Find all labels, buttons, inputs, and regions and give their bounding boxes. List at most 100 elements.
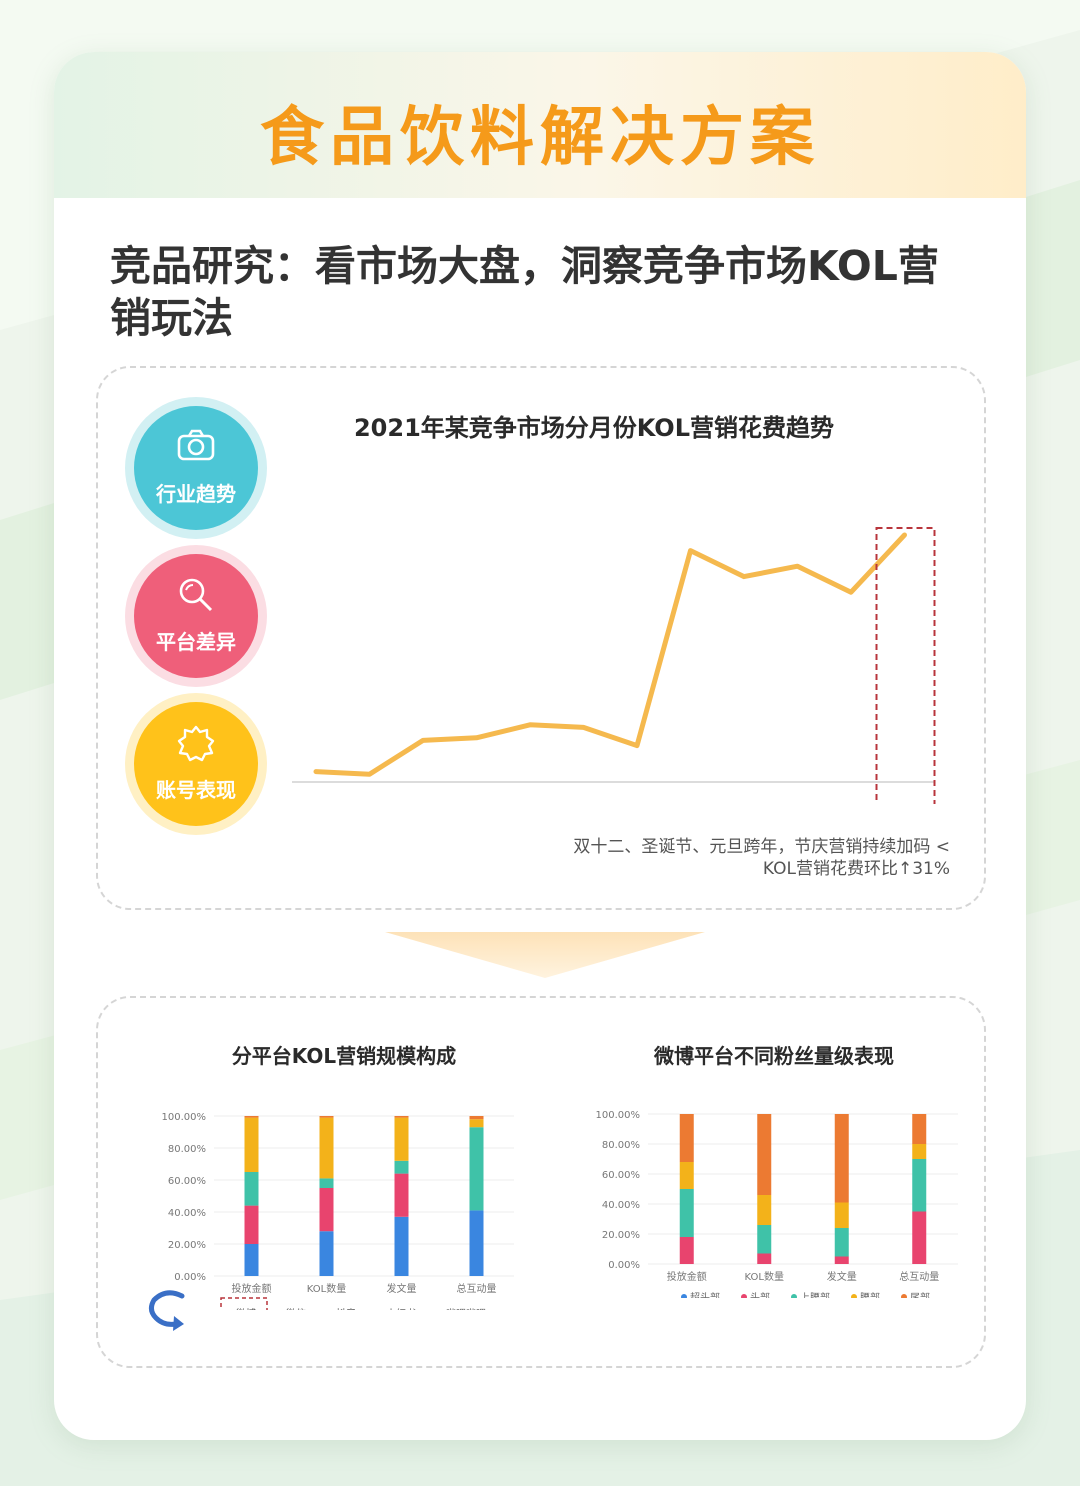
trend-annotation-1: 双十二、圣诞节、元旦跨年，节庆营销持续加码 < (573, 837, 950, 857)
weibo-stacked-bar-chart: 0.00% 20.00% 40.00% 60.00% 80.00% 100.00% 投放金额… (596, 1110, 958, 1298)
x-category-label: 发文量 (827, 1270, 857, 1283)
x-tick-label: 4 (470, 801, 482, 804)
bar-segment (469, 1210, 484, 1276)
y-tick-label: 40.00% (602, 1200, 640, 1211)
x-tick-label: 9 (738, 801, 750, 804)
platform-stacked-bar-chart: 0.00% 20.00% 40.00% 60.00% 80.00% 100.00% 投放金额… (162, 1112, 514, 1310)
x-category-label: 总互动量 (457, 1282, 497, 1295)
bubble-label: 行业趋势 (156, 482, 236, 506)
trend-annotation-2: KOL营销花费环比↑31% (762, 859, 950, 879)
bar-segment (469, 1116, 484, 1120)
y-tick-label: 0.00% (608, 1260, 640, 1271)
x-category-label: KOL数量 (745, 1270, 784, 1283)
y-tick-label: 80.00% (168, 1144, 206, 1155)
bubble-label: 平台差异 (156, 630, 236, 654)
loop-arrow-icon (148, 1290, 185, 1331)
bar-segment (469, 1127, 484, 1211)
y-tick-label: 80.00% (602, 1140, 640, 1151)
platform-chart-title: 分平台KOL营销规模构成 (231, 1044, 457, 1068)
x-tick-label: 8 (684, 801, 696, 804)
y-tick-label: 60.00% (168, 1176, 206, 1187)
y-tick-label: 20.00% (602, 1230, 640, 1241)
x-tick-label: 7 (631, 801, 643, 804)
highlight-box (875, 527, 936, 804)
line-chart: 123456789101112 (292, 527, 936, 804)
main-card: 食品饮料解决方案 竞品研究：看市场大盘，洞察竞争市场KOL营销玩法 行业趋势 平… (54, 52, 1026, 1440)
magnifier-icon (179, 578, 213, 612)
section-title: 竞品研究：看市场大盘，洞察竞争市场KOL营销玩法 (110, 242, 939, 342)
bar-segment (394, 1116, 409, 1118)
down-arrow-icon (385, 932, 705, 978)
x-tick-label: 11 (839, 801, 863, 804)
bar-segment (244, 1116, 259, 1118)
header-band (54, 52, 1026, 198)
page-title: 食品饮料解决方案 (260, 101, 820, 175)
gear-icon (177, 725, 215, 762)
x-category-label: 发文量 (387, 1282, 417, 1295)
bar-segment (912, 1159, 927, 1212)
bar-segment (244, 1205, 259, 1244)
x-tick-label: 3 (417, 801, 429, 804)
y-tick-label: 0.00% (174, 1272, 206, 1283)
legend-label: 上腰部 (800, 1291, 830, 1298)
y-tick-label: 20.00% (168, 1240, 206, 1251)
bar-segment (834, 1114, 849, 1203)
legend-label: 抖音 (336, 1307, 356, 1310)
bubble-platform-diff[interactable]: 平台差异 (134, 554, 258, 678)
legend-marker (791, 1294, 797, 1298)
bar-segment (394, 1117, 409, 1161)
x-category-label: 总互动量 (899, 1270, 939, 1283)
x-tick-label: 2 (363, 801, 375, 804)
bar-segment (834, 1202, 849, 1228)
x-tick-label: 10 (785, 801, 809, 804)
bubble-industry-trend[interactable]: 行业趋势 (134, 406, 258, 530)
bar-segment (469, 1119, 484, 1128)
bar-segment (679, 1237, 694, 1264)
bar-segment (244, 1117, 259, 1172)
legend-label: 微信 (286, 1307, 306, 1310)
bar-segment (319, 1117, 334, 1179)
x-tick-label: 12 (892, 801, 916, 804)
bar-segment (757, 1253, 772, 1264)
legend-highlight-box (220, 1297, 268, 1310)
bar-segment (679, 1114, 694, 1162)
bar-segment (394, 1216, 409, 1276)
bar-segment (394, 1173, 409, 1217)
legend-marker (681, 1294, 687, 1298)
legend-marker (851, 1294, 857, 1298)
bar-segment (757, 1195, 772, 1225)
x-tick-label: 1 (310, 801, 322, 804)
bubble-account-performance[interactable]: 账号表现 (134, 702, 258, 826)
line-chart-title: 2021年某竞争市场分月份KOL营销花费趋势 (353, 414, 834, 442)
bar-segment (319, 1116, 334, 1118)
trend-line (313, 532, 907, 777)
bar-segment (834, 1228, 849, 1257)
bar-segment (319, 1178, 334, 1188)
bar-segment (679, 1162, 694, 1189)
y-tick-label: 40.00% (168, 1208, 206, 1219)
x-category-label: 投放金额 (232, 1282, 272, 1295)
legend-label: 哔哩哔哩 (446, 1307, 486, 1310)
legend-label: 腰部 (860, 1291, 880, 1298)
x-tick-label: 5 (524, 801, 536, 804)
legend-marker (741, 1294, 747, 1298)
bar-segment (912, 1114, 927, 1144)
legend-label: 微博 (236, 1307, 256, 1310)
bar-segment (757, 1225, 772, 1254)
legend-marker (901, 1294, 907, 1298)
legend-label: 头部 (750, 1291, 770, 1298)
camera-icon (177, 429, 215, 461)
bar-segment (757, 1114, 772, 1195)
bar-segment (244, 1244, 259, 1276)
bar-segment (834, 1256, 849, 1264)
bar-segment (319, 1188, 334, 1232)
y-tick-label: 60.00% (602, 1170, 640, 1181)
bubble-label: 账号表现 (156, 778, 236, 802)
bar-segment (912, 1144, 927, 1159)
bar-segment (394, 1160, 409, 1174)
bar-segment (679, 1189, 694, 1237)
x-tick-label: 6 (577, 801, 589, 804)
x-category-label: 投放金额 (667, 1270, 707, 1283)
y-tick-label: 100.00% (596, 1110, 641, 1121)
y-tick-label: 100.00% (162, 1112, 207, 1123)
